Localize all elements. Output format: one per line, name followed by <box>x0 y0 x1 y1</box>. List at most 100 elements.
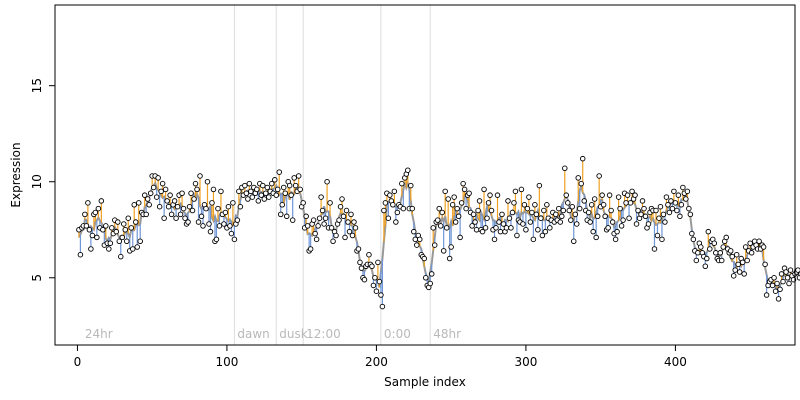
data-point <box>430 225 436 231</box>
data-point <box>713 250 719 256</box>
data-point <box>532 202 538 208</box>
data-point <box>385 215 392 221</box>
data-point <box>666 209 673 216</box>
data-point <box>94 234 100 241</box>
data-point <box>393 219 399 225</box>
data-point <box>778 271 785 277</box>
data-point <box>629 188 635 195</box>
data-point <box>263 190 269 196</box>
data-points <box>76 155 800 310</box>
data-point <box>497 228 504 235</box>
data-point <box>103 223 109 229</box>
x-tick-label: 400 <box>664 355 687 369</box>
data-point <box>605 225 611 231</box>
data-point <box>620 217 626 223</box>
data-point <box>225 203 232 210</box>
data-point <box>606 192 613 198</box>
data-point <box>600 202 607 208</box>
data-point <box>503 225 510 231</box>
data-point <box>756 238 762 245</box>
data-point <box>206 221 212 227</box>
data-point <box>626 215 632 221</box>
data-point <box>642 213 649 220</box>
y-axis: 5 10 15 <box>30 78 56 282</box>
data-point <box>662 219 668 225</box>
data-point <box>313 236 320 243</box>
data-point <box>125 215 132 221</box>
data-point <box>687 211 694 218</box>
data-point <box>322 215 329 221</box>
data-point <box>355 246 362 252</box>
data-point <box>556 205 562 212</box>
data-point <box>639 198 646 204</box>
data-point <box>635 207 641 214</box>
data-point <box>143 211 149 218</box>
data-point <box>328 225 335 231</box>
data-point <box>657 203 664 210</box>
data-point <box>485 200 492 206</box>
data-point <box>131 202 137 208</box>
data-point <box>633 221 640 227</box>
marker-label: 12:00 <box>306 327 341 341</box>
data-point <box>784 275 791 281</box>
data-point <box>227 223 233 229</box>
data-point <box>134 244 140 250</box>
data-point <box>775 296 782 302</box>
data-point <box>115 219 121 225</box>
data-point <box>216 223 223 229</box>
data-point <box>156 203 163 210</box>
y-tick-label: 15 <box>30 78 44 93</box>
y-tick-label: 5 <box>30 274 44 282</box>
data-point <box>445 196 451 202</box>
data-point <box>741 271 747 277</box>
data-point <box>261 196 268 202</box>
data-point <box>742 244 749 250</box>
data-point <box>491 236 498 243</box>
data-point <box>702 263 709 269</box>
data-point <box>141 192 148 198</box>
data-point <box>575 175 581 181</box>
data-point <box>185 219 191 225</box>
data-point <box>195 219 202 225</box>
data-point <box>771 275 777 281</box>
data-point <box>672 200 679 206</box>
data-point <box>337 203 344 210</box>
data-point <box>457 234 463 241</box>
data-point <box>118 253 124 260</box>
data-point <box>668 198 674 204</box>
data-point <box>720 244 726 250</box>
data-point <box>209 200 215 206</box>
data-point <box>292 182 299 189</box>
data-point <box>276 169 282 175</box>
data-point <box>763 292 770 298</box>
data-point <box>638 211 644 218</box>
data-point <box>461 186 468 193</box>
data-point <box>560 207 567 214</box>
data-point <box>109 225 115 231</box>
data-point <box>390 202 396 208</box>
data-point <box>188 190 194 196</box>
data-point <box>321 221 327 227</box>
x-tick-label: 200 <box>365 355 388 369</box>
data-point <box>747 240 753 246</box>
data-point <box>85 200 91 206</box>
data-point <box>566 207 573 214</box>
data-point <box>378 292 384 298</box>
data-point <box>542 228 549 235</box>
data-point <box>273 192 280 198</box>
plot-frame <box>54 4 796 346</box>
data-point <box>286 182 293 189</box>
data-point <box>269 180 275 187</box>
data-point <box>506 215 513 221</box>
data-point <box>665 202 671 208</box>
data-point <box>711 240 718 246</box>
data-point <box>254 186 260 193</box>
data-point <box>695 250 701 256</box>
data-point <box>735 261 741 268</box>
data-point <box>623 200 629 206</box>
y-tick-label: 10 <box>30 174 44 189</box>
data-point <box>316 215 323 221</box>
data-point <box>686 205 692 212</box>
data-point <box>774 280 780 287</box>
